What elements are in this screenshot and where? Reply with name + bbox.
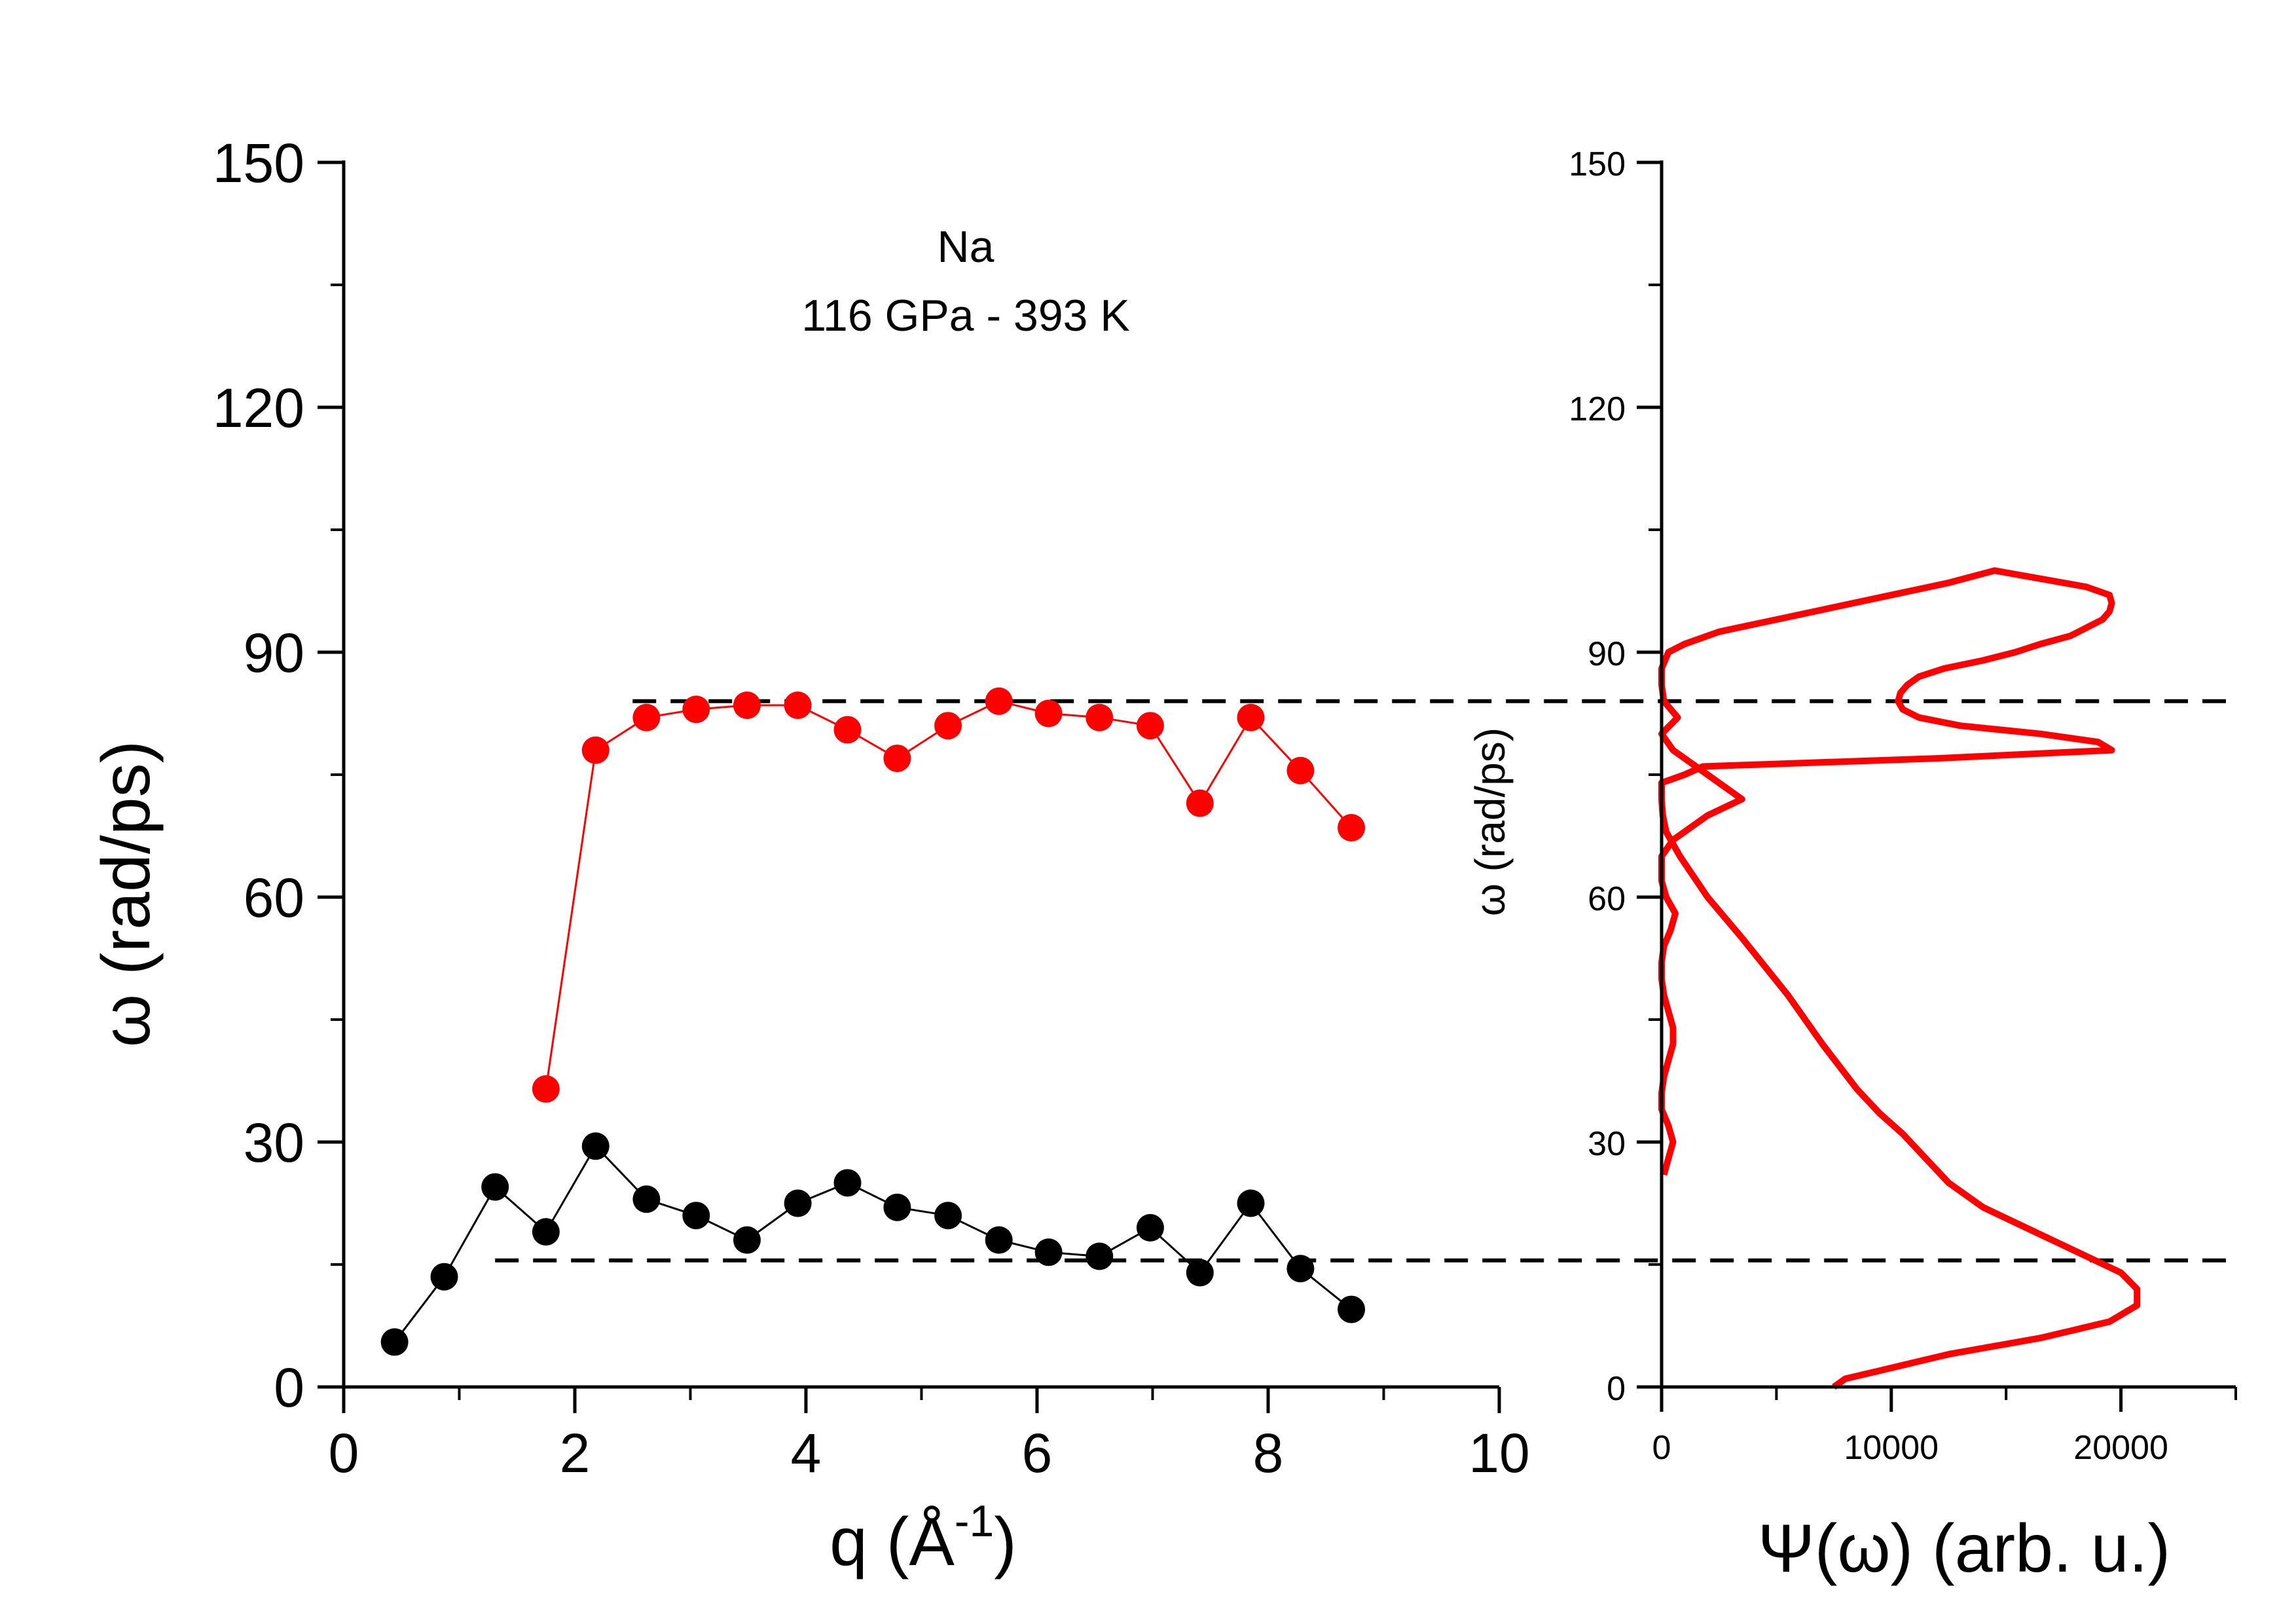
left-x-tick-label: 10 [1468,1422,1529,1484]
right-x-axis-label: Ψ(ω) (arb. u.) [1758,1511,2170,1587]
low-branch-point [934,1202,962,1230]
right-y-tick-label: 60 [1588,880,1626,918]
right-y-tick-label: 0 [1607,1370,1626,1408]
high-branch-point [833,716,862,744]
high-branch-point [1136,712,1164,740]
low-branch-point [1186,1259,1214,1287]
left-x-tick-label: 8 [1253,1422,1284,1484]
right-y-axis-label: ω (rad/ps) [1467,728,1514,916]
low-branch-point [532,1218,560,1246]
high-branch-point [934,712,962,740]
low-branch-point [430,1263,458,1291]
left-y-tick-label: 30 [244,1112,304,1173]
low-branch-point [632,1185,661,1213]
series-line-high [545,700,1353,1090]
low-branch-point [1286,1255,1315,1283]
low-branch-point [784,1189,812,1217]
left-y-tick-label: 150 [213,132,304,194]
low-branch-point [1085,1242,1114,1270]
left-y-tick-label: 60 [244,867,304,929]
low-branch-point [1034,1238,1063,1266]
left-x-axis-label: q (Å-1) [829,1496,1017,1580]
series-line-low [393,1144,1353,1343]
left-y-tick-label: 120 [213,377,304,439]
low-branch-point [1136,1213,1164,1242]
low-branch-point [481,1173,509,1201]
high-branch-point [1186,789,1214,817]
high-branch-point [883,745,911,773]
high-branch-point [581,736,610,764]
left-x-tick-label: 0 [329,1422,359,1484]
left-y-tick-label: 90 [244,622,304,684]
right-plot-area [1658,567,2236,1390]
low-branch-point [883,1193,911,1221]
left-x-tick-label: 4 [791,1422,822,1484]
high-branch-point [632,703,661,731]
high-branch-point [1237,703,1265,731]
low-branch-point [581,1132,610,1160]
left-y-axis-label: ω (rad/ps) [88,741,164,1047]
high-branch-point [682,695,710,724]
right-y-tick-label: 150 [1569,145,1626,183]
low-branch-point [733,1226,761,1254]
right-x-tick-label: 0 [1652,1429,1671,1467]
right-y-tick-label: 30 [1588,1125,1626,1163]
high-branch-point [1338,814,1366,842]
right-x-tick-label: 20000 [2073,1429,2168,1467]
high-branch-point [1286,756,1315,784]
right-y-tick-label: 120 [1569,390,1626,428]
low-branch-point [985,1226,1013,1254]
left-ticks: 0 30 60 90 120 150 0 2 4 6 8 10 [213,132,1530,1484]
right-y-tick-label: 90 [1588,635,1626,673]
high-branch-point [733,692,761,720]
high-branch-point [985,687,1013,715]
low-branch-point [833,1169,862,1197]
high-branch-point [532,1075,560,1103]
spectrum-curve [1658,567,2141,1390]
high-branch-point [1085,703,1114,731]
annotation-conditions: 116 GPa - 393 K [801,291,1130,341]
left-y-tick-label: 0 [274,1357,304,1418]
low-branch-point [380,1328,409,1356]
left-plot-area [380,687,2126,1356]
right-axes [1660,160,2236,1389]
right-x-tick-label: 10000 [1844,1429,1939,1467]
right-ticks: 0 30 60 90 120 150 0 10000 20000 [1569,145,2237,1467]
low-branch-point [1237,1189,1265,1217]
low-branch-point [682,1202,710,1230]
high-branch-point [784,692,812,720]
left-x-tick-label: 2 [560,1422,591,1484]
high-branch-point [1034,699,1063,728]
low-branch-point [1338,1295,1366,1323]
annotation-element: Na [938,222,994,272]
left-x-tick-label: 6 [1022,1422,1053,1484]
